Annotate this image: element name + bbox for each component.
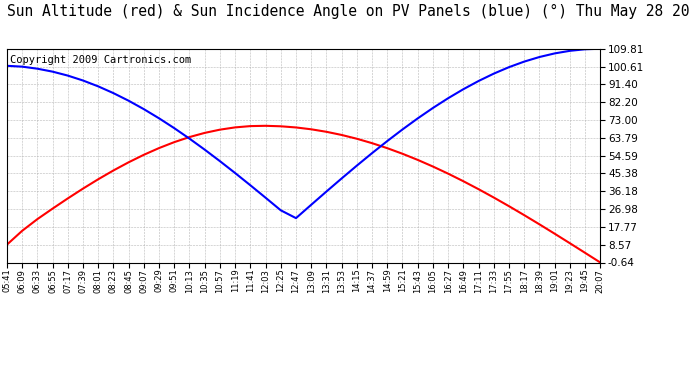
Text: Sun Altitude (red) & Sun Incidence Angle on PV Panels (blue) (°) Thu May 28 20:2: Sun Altitude (red) & Sun Incidence Angle… <box>7 4 690 19</box>
Text: Copyright 2009 Cartronics.com: Copyright 2009 Cartronics.com <box>10 55 191 65</box>
